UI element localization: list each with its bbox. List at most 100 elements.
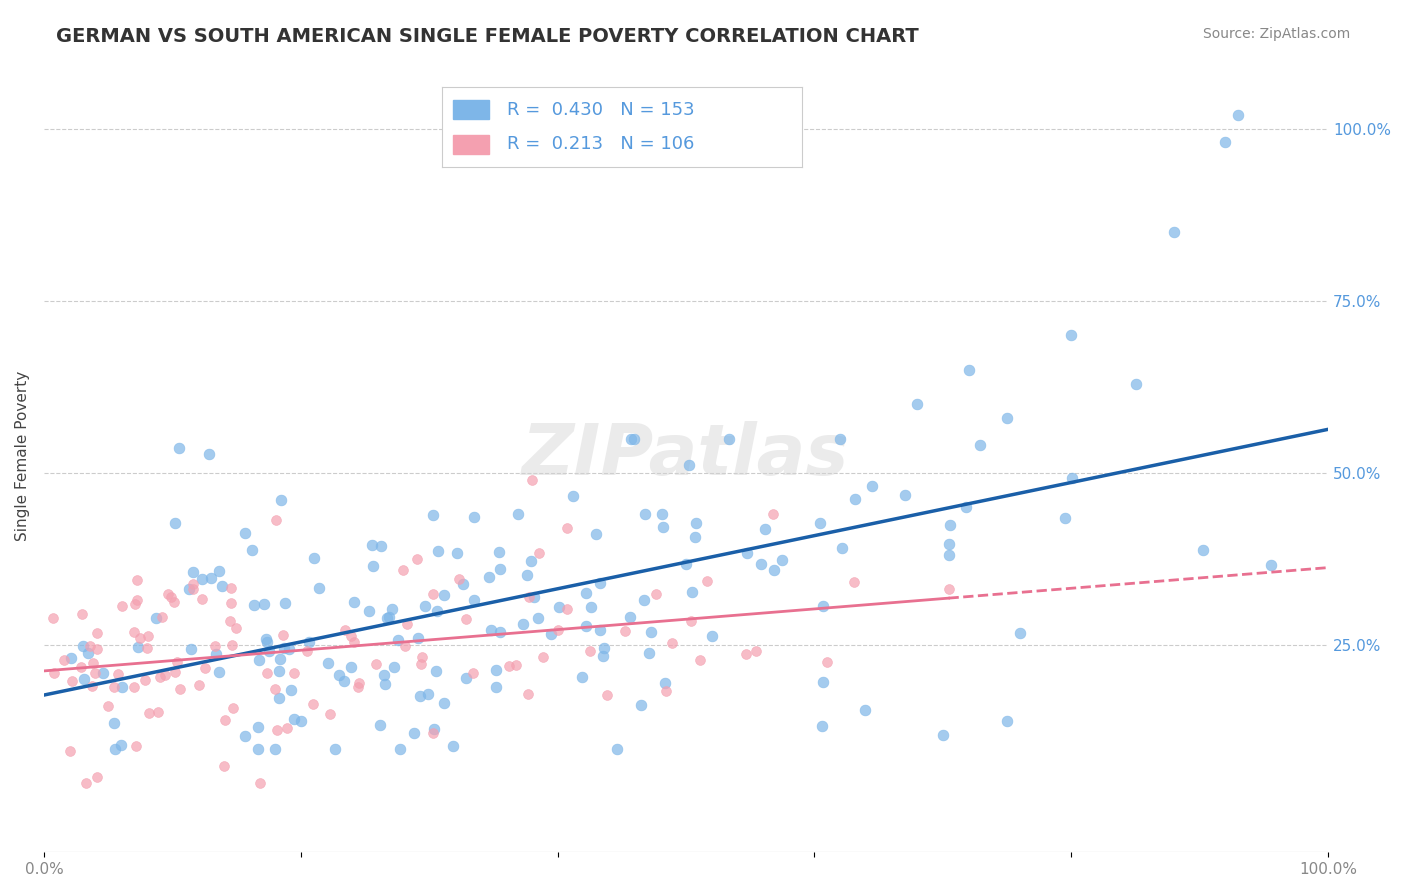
Point [264, 512, 287, 526]
Point [75, 776, 97, 790]
Point [516, 567, 538, 582]
Point [225, 621, 247, 635]
Point [406, 552, 429, 566]
Point [488, 544, 510, 558]
Y-axis label: Single Female Poverty: Single Female Poverty [15, 371, 30, 541]
Point [905, 397, 928, 411]
Point [290, 714, 312, 728]
Point [520, 473, 543, 487]
Point [270, 493, 292, 508]
Point [267, 690, 290, 705]
Point [939, 518, 962, 533]
Point [844, 491, 866, 506]
Point [155, 668, 177, 682]
Point [630, 698, 652, 713]
Point [86, 770, 108, 784]
Point [177, 582, 200, 597]
Point [246, 742, 269, 756]
Point [212, 759, 235, 773]
Point [208, 665, 231, 679]
Point [124, 597, 146, 611]
Point [995, 714, 1018, 729]
Point [1053, 510, 1076, 524]
Point [60, 673, 83, 688]
Point [80, 680, 103, 694]
Point [128, 631, 150, 645]
Point [298, 635, 321, 649]
Point [589, 575, 612, 590]
Point [134, 673, 156, 688]
Point [479, 623, 502, 637]
Point [59, 744, 82, 758]
Point [735, 546, 758, 560]
Point [138, 629, 160, 643]
Point [169, 441, 191, 455]
Point [685, 516, 707, 530]
Point [613, 624, 636, 638]
Point [146, 705, 169, 719]
Point [222, 700, 245, 714]
Point [426, 544, 449, 558]
Point [276, 721, 298, 735]
Point [578, 643, 600, 657]
Point [402, 726, 425, 740]
Point [422, 586, 444, 600]
Point [422, 508, 444, 523]
Point [180, 641, 202, 656]
Point [651, 519, 673, 533]
Point [149, 670, 172, 684]
Point [205, 647, 228, 661]
Point [42, 611, 65, 625]
Point [360, 538, 382, 552]
Point [264, 682, 287, 697]
Point [246, 720, 269, 734]
Point [332, 673, 354, 688]
Point [191, 572, 214, 586]
Point [79, 639, 101, 653]
Point [512, 617, 534, 632]
Point [84, 666, 107, 681]
Point [340, 629, 363, 643]
Point [620, 432, 643, 446]
Point [242, 598, 264, 612]
Point [596, 689, 619, 703]
Point [297, 644, 319, 658]
Point [1060, 328, 1083, 343]
Point [219, 596, 242, 610]
Point [138, 706, 160, 721]
Point [555, 602, 578, 616]
Point [163, 516, 186, 530]
Point [256, 665, 278, 680]
Point [374, 677, 396, 691]
Point [271, 628, 294, 642]
Point [1008, 625, 1031, 640]
Point [233, 729, 256, 743]
Point [190, 592, 212, 607]
Point [110, 738, 132, 752]
Point [125, 739, 148, 754]
Point [211, 579, 233, 593]
Point [581, 599, 603, 614]
Point [254, 632, 277, 647]
Point [489, 625, 512, 640]
Point [831, 541, 853, 555]
Point [645, 586, 668, 600]
Point [163, 665, 186, 679]
Point [547, 599, 569, 614]
Point [277, 642, 299, 657]
Point [463, 510, 485, 524]
Point [218, 614, 240, 628]
Point [589, 624, 612, 638]
Point [810, 719, 832, 733]
Point [606, 742, 628, 756]
Point [283, 712, 305, 726]
Point [378, 609, 401, 624]
Point [188, 678, 211, 692]
Point [938, 537, 960, 551]
Point [302, 697, 325, 711]
Point [571, 670, 593, 684]
Point [328, 667, 350, 681]
Point [633, 507, 655, 521]
Point [485, 663, 508, 677]
Point [375, 611, 398, 625]
